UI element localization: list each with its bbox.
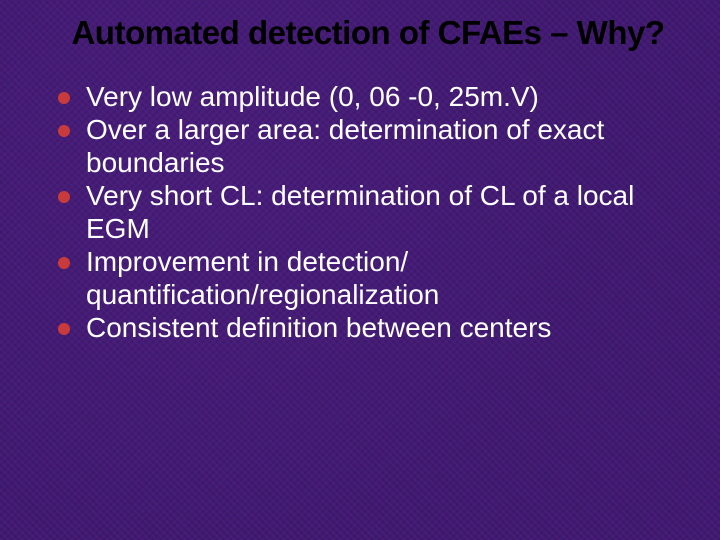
- list-item: Consistent definition between centers: [56, 311, 680, 344]
- bullet-text: Improvement in detection/ quantification…: [86, 246, 439, 310]
- bullet-list: Very low amplitude (0, 06 -0, 25m.V) Ove…: [56, 80, 680, 344]
- bullet-text: Very low amplitude (0, 06 -0, 25m.V): [86, 81, 539, 112]
- list-item: Very short CL: determination of CL of a …: [56, 179, 680, 245]
- bullet-text: Very short CL: determination of CL of a …: [86, 180, 634, 244]
- list-item: Over a larger area: determination of exa…: [56, 113, 680, 179]
- bullet-text: Consistent definition between centers: [86, 312, 551, 343]
- slide-title: Automated detection of CFAEs – Why?: [56, 14, 680, 52]
- bullet-text: Over a larger area: determination of exa…: [86, 114, 604, 178]
- slide: Automated detection of CFAEs – Why? Very…: [0, 0, 720, 540]
- list-item: Improvement in detection/ quantification…: [56, 245, 680, 311]
- list-item: Very low amplitude (0, 06 -0, 25m.V): [56, 80, 680, 113]
